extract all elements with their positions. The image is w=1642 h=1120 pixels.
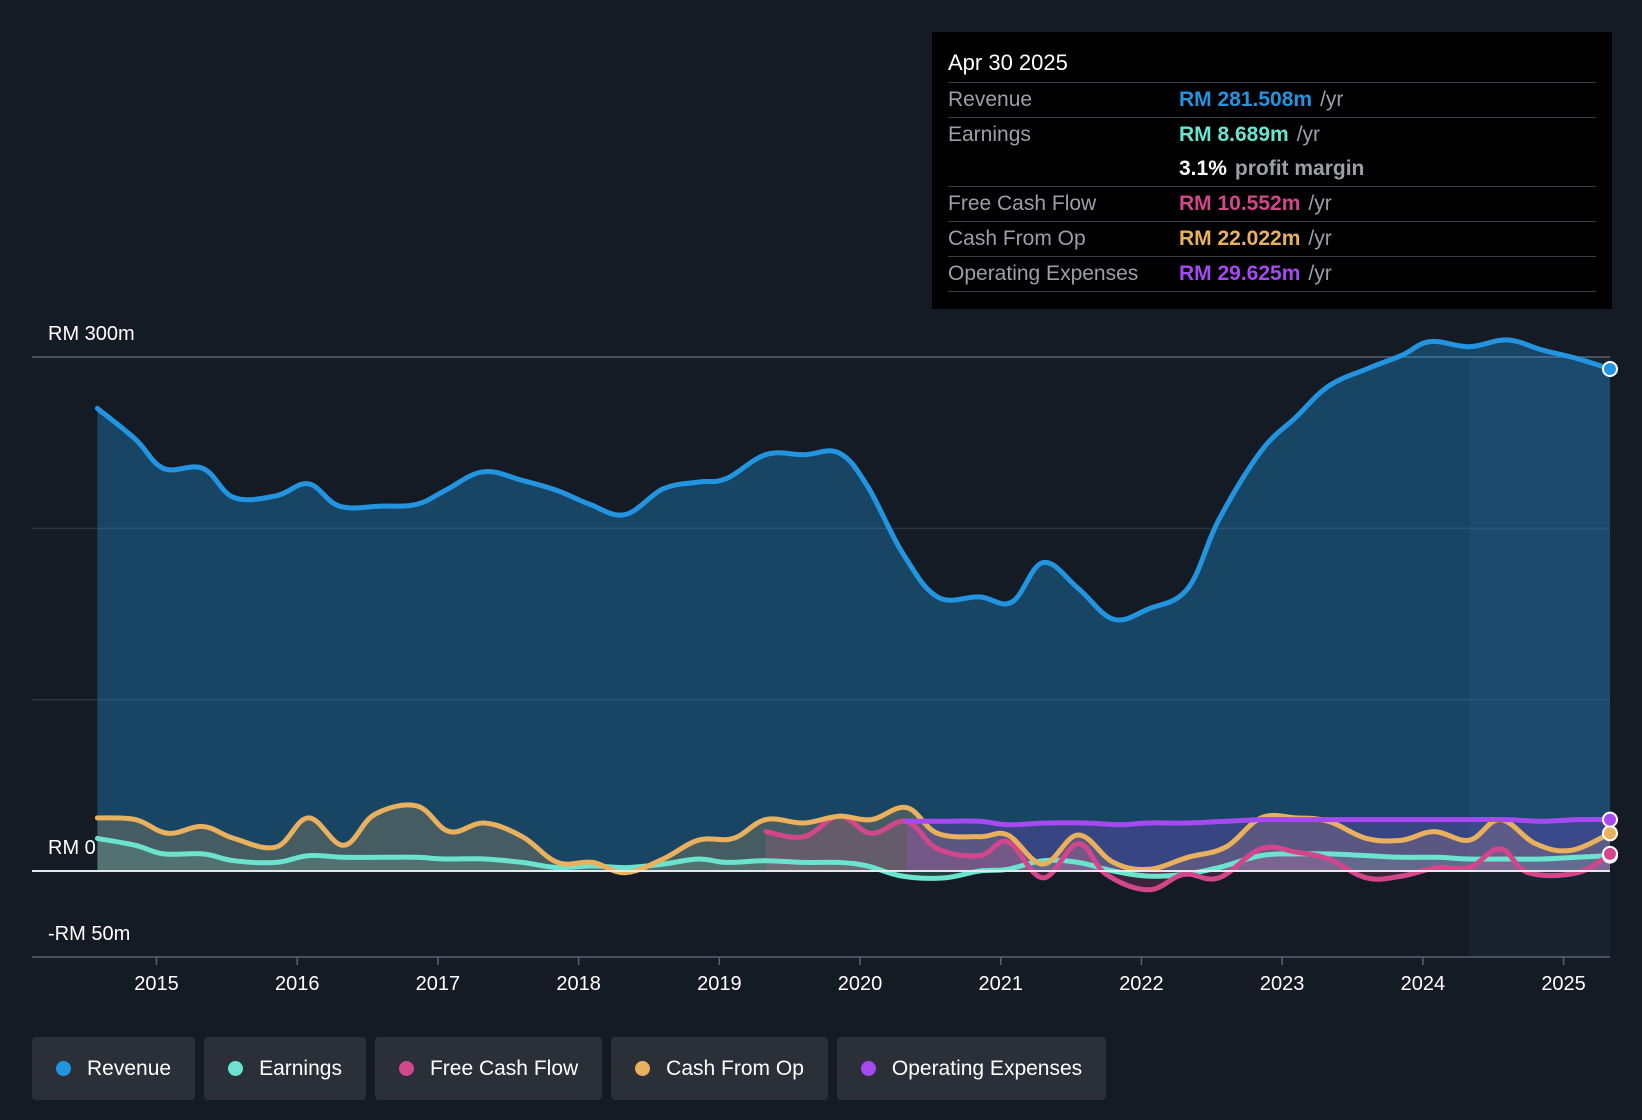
data-tooltip: Apr 30 2025 Revenue RM 281.508m /yr Earn… xyxy=(932,32,1612,309)
y-label-zero: RM 0 xyxy=(48,837,96,859)
x-tick-label: 2016 xyxy=(275,973,320,995)
legend-dot-icon xyxy=(398,1061,414,1076)
tooltip-earnings-value: RM 8.689m xyxy=(1179,123,1289,146)
x-tick-label: 2020 xyxy=(838,973,883,995)
gridlines xyxy=(32,356,1610,701)
tooltip-margin-label: profit margin xyxy=(1234,157,1365,180)
tooltip-earnings-label: Earnings xyxy=(948,123,1031,146)
legend-dot-icon xyxy=(860,1061,876,1076)
tooltip-revenue-unit: /yr xyxy=(1320,88,1344,111)
legend-dot-icon xyxy=(56,1061,71,1076)
tooltip-opex-unit: /yr xyxy=(1308,262,1332,285)
x-tick-label: 2025 xyxy=(1541,973,1586,995)
y-label-bottom: -RM 50m xyxy=(48,923,130,945)
series-end-markers xyxy=(1602,360,1618,864)
tooltip-revenue-value: RM 281.508m xyxy=(1179,88,1313,111)
tooltip-cfo-unit: /yr xyxy=(1308,227,1332,250)
chart-area: 2015 2016 2017 2018 2019 2020 2021 2022 2023 2024… xyxy=(32,323,1618,995)
operating-expenses-line xyxy=(904,816,1613,828)
legend-dot-icon xyxy=(635,1061,651,1076)
tooltip-revenue-label: Revenue xyxy=(948,88,1033,111)
x-tick-label: 2021 xyxy=(978,973,1023,995)
legend-dot-icon xyxy=(228,1061,244,1076)
tooltip-row-opex: Operating Expenses RM 29.625m /yr xyxy=(948,257,1596,292)
x-tick-label: 2023 xyxy=(1260,973,1305,995)
legend-label: Earnings xyxy=(259,1056,342,1080)
revenue-area xyxy=(97,339,1610,871)
revenue-end-marker xyxy=(1602,360,1618,377)
axis-group: 2015 2016 2017 2018 2019 2020 2021 2022 2023 2024… xyxy=(32,870,1610,995)
operating-expenses-end-marker xyxy=(1602,811,1618,828)
x-tick-label: 2019 xyxy=(697,973,742,995)
tooltip-row-margin: 3.1% profit margin xyxy=(948,152,1596,187)
legend-label: Free Cash Flow xyxy=(429,1056,579,1080)
series-lines xyxy=(94,337,1613,893)
tooltip-cfo-value: RM 22.022m xyxy=(1179,227,1301,250)
cash-from-op-line xyxy=(94,802,1613,876)
x-tick-label: 2022 xyxy=(1119,973,1164,995)
tooltip-row-revenue: Revenue RM 281.508m /yr xyxy=(948,83,1596,118)
legend-label: Operating Expenses xyxy=(891,1056,1083,1080)
y-label-top: RM 300m xyxy=(48,323,135,345)
chart-legend: Revenue Earnings Free Cash Flow Cash Fro… xyxy=(32,1037,1107,1100)
x-tick-label: 2024 xyxy=(1401,973,1446,995)
revenue-line xyxy=(94,337,1613,623)
tooltip-opex-label: Operating Expenses xyxy=(948,262,1139,285)
legend-label: Revenue xyxy=(87,1056,172,1080)
tooltip-date: Apr 30 2025 xyxy=(948,46,1596,83)
legend-item-cash-from-op[interactable]: Cash From Op xyxy=(611,1037,828,1100)
tooltip-fcf-value: RM 10.552m xyxy=(1179,192,1301,215)
legend-item-operating-expenses[interactable]: Operating Expenses xyxy=(836,1037,1107,1100)
cash-from-op-end-marker xyxy=(1602,825,1618,842)
x-tick-label: 2017 xyxy=(416,973,461,995)
tooltip-row-fcf: Free Cash Flow RM 10.552m /yr xyxy=(948,187,1596,222)
legend-label: Cash From Op xyxy=(666,1056,804,1080)
tooltip-cfo-label: Cash From Op xyxy=(948,227,1086,250)
tooltip-opex-value: RM 29.625m xyxy=(1179,262,1301,285)
free-cash-flow-end-marker xyxy=(1602,845,1618,862)
financial-chart: 2015 2016 2017 2018 2019 2020 2021 2022 2023 2024… xyxy=(32,323,1618,995)
tooltip-row-cfo: Cash From Op RM 22.022m /yr xyxy=(948,222,1596,257)
tooltip-row-earnings: Earnings RM 8.689m /yr xyxy=(948,118,1596,152)
tooltip-earnings-unit: /yr xyxy=(1296,123,1321,146)
tooltip-fcf-label: Free Cash Flow xyxy=(948,192,1097,215)
x-tick-label: 2018 xyxy=(556,973,601,995)
cash-from-op-area xyxy=(97,804,1610,873)
legend-item-revenue[interactable]: Revenue xyxy=(32,1037,196,1100)
legend-item-free-cash-flow[interactable]: Free Cash Flow xyxy=(374,1037,603,1100)
earnings-line xyxy=(94,835,1613,881)
tooltip-fcf-unit: /yr xyxy=(1308,192,1332,215)
x-tick-label: 2015 xyxy=(134,973,179,995)
series-areas xyxy=(97,339,1610,890)
tooltip-margin-value: 3.1% xyxy=(1179,157,1227,180)
legend-item-earnings[interactable]: Earnings xyxy=(204,1037,366,1100)
